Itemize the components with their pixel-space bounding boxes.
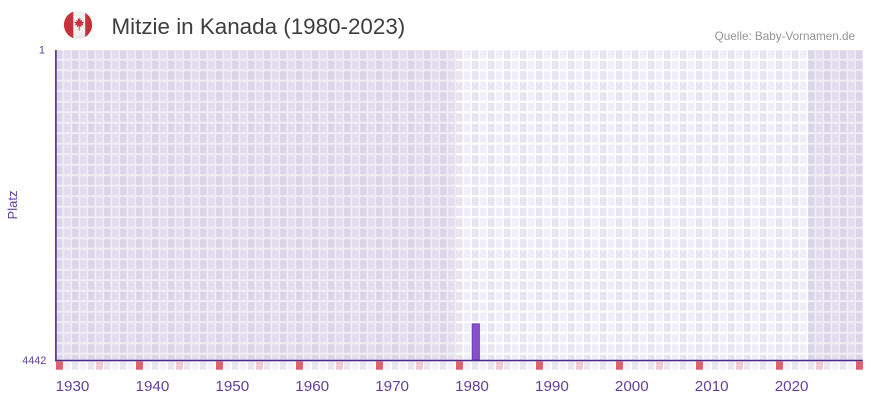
svg-text:1: 1 (39, 45, 45, 57)
svg-text:Quelle: Baby-Vornamen.de: Quelle: Baby-Vornamen.de (715, 30, 855, 43)
svg-text:2010: 2010 (695, 378, 729, 395)
svg-text:1930: 1930 (56, 378, 90, 395)
svg-text:1980: 1980 (455, 378, 489, 395)
svg-text:1940: 1940 (136, 378, 170, 395)
svg-text:Mitzie in Kanada (1980-2023): Mitzie in Kanada (1980-2023) (112, 14, 406, 39)
svg-text:2000: 2000 (615, 378, 649, 395)
svg-text:1990: 1990 (535, 378, 569, 395)
svg-text:1960: 1960 (295, 378, 329, 395)
svg-text:Platz: Platz (5, 191, 20, 220)
svg-text:4442: 4442 (22, 355, 46, 367)
svg-text:2020: 2020 (775, 378, 809, 395)
svg-text:1950: 1950 (215, 378, 249, 395)
svg-text:1970: 1970 (375, 378, 409, 395)
